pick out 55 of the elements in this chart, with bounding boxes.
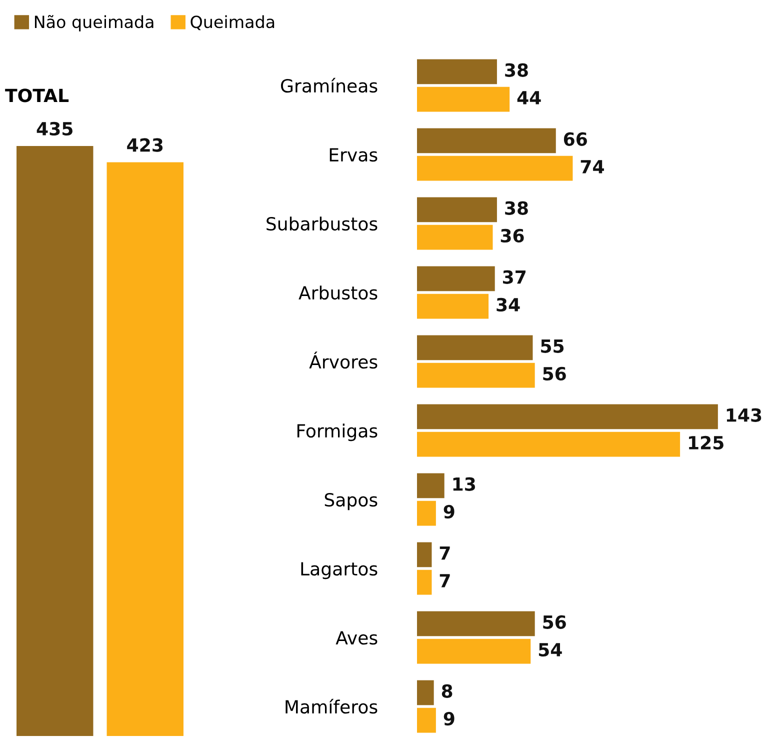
data-label: 55 [541, 340, 564, 353]
y-tick-label: Ervas [330, 148, 378, 162]
data-label: 36 [500, 228, 524, 243]
bar [417, 294, 489, 319]
y-tick-label: Gramíneas [281, 78, 378, 93]
bar [417, 542, 432, 568]
chart-title: TOTAL [5, 88, 69, 102]
bar [417, 362, 535, 388]
data-label: 7 [440, 546, 450, 560]
data-label: 66 [564, 132, 587, 146]
data-label: 8 [442, 684, 452, 698]
data-label: 13 [453, 477, 475, 491]
bar [417, 59, 497, 84]
data-label: 125 [689, 436, 724, 450]
data-label: 54 [538, 643, 562, 657]
bar [417, 197, 497, 222]
data-label: 143 [726, 408, 762, 422]
data-label: 7 [440, 574, 450, 588]
data-label: 38 [505, 201, 528, 215]
data-label: 44 [517, 91, 541, 104]
legend-label: Queimada [190, 15, 274, 30]
data-label: 435 [36, 122, 72, 136]
bar [417, 86, 510, 112]
bar [417, 500, 436, 526]
bar [417, 156, 573, 181]
y-tick-label: Sapos [324, 492, 378, 510]
bar [417, 128, 556, 154]
bar [417, 680, 434, 706]
bar [417, 266, 495, 292]
y-tick-label: Aves [336, 631, 378, 645]
bar [417, 335, 533, 360]
legend-label: Não queimada [34, 15, 154, 32]
bar [417, 473, 444, 498]
data-label: 56 [543, 366, 566, 381]
bar [417, 404, 718, 430]
data-label: 38 [505, 63, 528, 77]
y-tick-label: Formigas [297, 424, 378, 442]
bar [417, 570, 432, 595]
data-label: 74 [580, 160, 604, 174]
data-label: 423 [127, 138, 163, 152]
data-label: 34 [496, 298, 520, 312]
y-tick-label: Arbustos [298, 286, 378, 300]
y-tick-label: Árvores [309, 352, 378, 369]
data-label: 56 [543, 615, 566, 629]
y-tick-label: Lagartos [301, 562, 378, 580]
y-tick-label: Mamíferos [286, 698, 378, 714]
data-label: 37 [503, 270, 526, 284]
bar [417, 432, 680, 457]
bar [417, 611, 535, 636]
data-label: 9 [444, 712, 454, 726]
data-label: 9 [444, 504, 454, 519]
y-tick-label: Subarbustos [266, 216, 378, 231]
bar [417, 708, 436, 733]
bar [417, 638, 531, 664]
bar [417, 224, 493, 250]
